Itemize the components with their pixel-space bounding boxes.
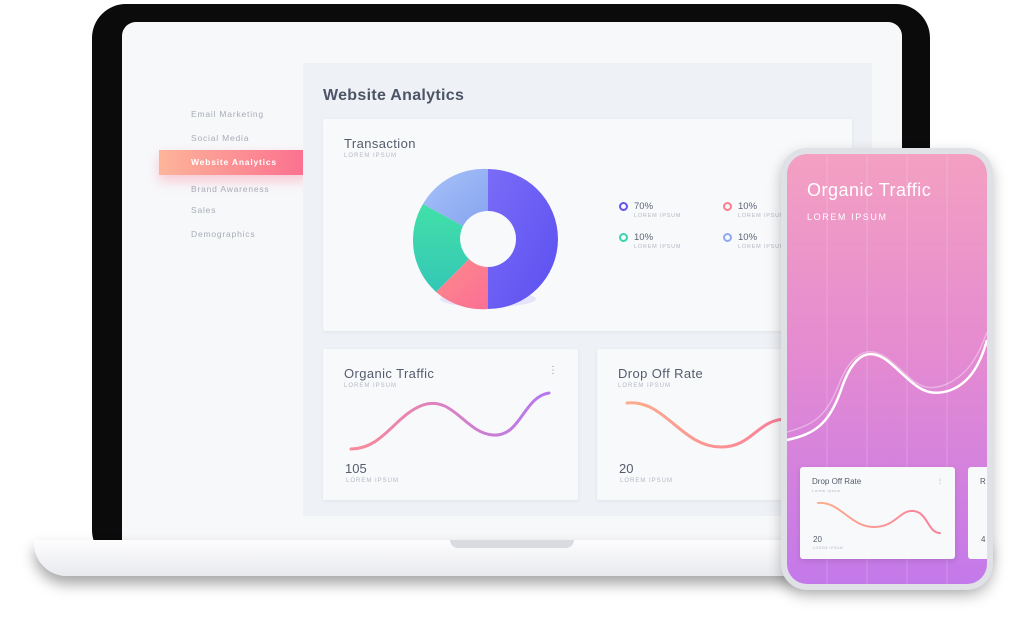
metric-value: 105 [345, 461, 367, 476]
sidebar-item-demographics[interactable]: Demographics [191, 229, 256, 239]
phone-secondary-card: R 4 [968, 467, 987, 559]
transaction-card: Transaction LOREM IPSUM [323, 119, 852, 331]
card-title: Drop Off Rate [812, 477, 862, 486]
metric-label: LOREM IPSUM [813, 546, 844, 550]
sidebar-item-sales[interactable]: Sales [191, 205, 217, 215]
metric-value: 20 [813, 535, 822, 544]
organic-traffic-sparkline [349, 391, 551, 451]
legend-item-green: 10% LOREM IPSUM [619, 232, 709, 257]
card-title: Organic Traffic [344, 366, 435, 381]
sidebar-item-website-analytics[interactable]: Website Analytics [159, 150, 308, 175]
card-subtitle: LOREM IPSUM [344, 153, 398, 159]
card-subtitle: LOREM IPSUM [618, 383, 672, 389]
sidebar-item-email-marketing[interactable]: Email Marketing [191, 109, 264, 119]
metric-value: 4 [981, 535, 986, 544]
more-options-icon[interactable]: ⋮ [548, 365, 558, 376]
card-title: R [980, 477, 986, 486]
legend-label: LOREM IPSUM [634, 244, 682, 250]
card-title: Transaction [344, 136, 416, 151]
legend-value: 10% [738, 232, 758, 243]
phone-drop-off-sparkline [817, 501, 941, 534]
legend-label: LOREM IPSUM [738, 213, 786, 219]
drop-off-sparkline [625, 401, 789, 449]
legend-ring-icon [619, 233, 628, 242]
metric-value: 20 [619, 461, 634, 476]
card-subtitle: Lorem ipsum [812, 488, 841, 493]
legend-value: 10% [634, 232, 654, 243]
main-content: Website Analytics Transaction LOREM IPSU… [303, 63, 872, 516]
metric-label: LOREM IPSUM [346, 478, 400, 484]
donut-slice-purple [488, 169, 558, 309]
legend-item-pink: 10% LOREM IPSUM [723, 201, 813, 226]
sidebar-item-social-media[interactable]: Social Media [191, 133, 250, 143]
donut-slice-pink [436, 259, 488, 310]
phone-subtitle: LOREM IPSUM [807, 212, 888, 222]
metric-label: LOREM IPSUM [620, 478, 674, 484]
legend-ring-icon [619, 202, 628, 211]
legend-value: 10% [738, 201, 758, 212]
more-options-icon[interactable]: ⋮ [937, 479, 943, 485]
donut-slice-green [412, 204, 469, 292]
phone-traffic-curve [787, 331, 987, 442]
phone-drop-off-card: Drop Off Rate Lorem ipsum ⋮ 20 LOREM IPS… [800, 467, 955, 559]
card-title: Drop Off Rate [618, 366, 704, 381]
legend-value: 70% [634, 201, 654, 212]
card-subtitle: LOREM IPSUM [344, 383, 398, 389]
sidebar: Email Marketing Social Media Website Ana… [148, 63, 308, 516]
phone-screen: Organic Traffic LOREM IPSUM Drop Off Rat… [787, 154, 987, 584]
donut-slice-blue [423, 168, 488, 226]
legend-label: LOREM IPSUM [738, 244, 786, 250]
donut-chart [412, 168, 558, 310]
dashboard-screen: Email Marketing Social Media Website Ana… [148, 63, 872, 516]
legend-item-purple: 70% LOREM IPSUM [619, 201, 709, 226]
sidebar-item-brand-awareness[interactable]: Brand Awareness [191, 184, 270, 194]
legend-item-blue: 10% LOREM IPSUM [723, 232, 813, 257]
legend-ring-icon [723, 233, 732, 242]
laptop-notch [450, 540, 574, 548]
phone-title: Organic Traffic [807, 180, 932, 200]
phone-frame: Organic Traffic LOREM IPSUM Drop Off Rat… [781, 148, 993, 590]
page-title: Website Analytics [323, 87, 465, 104]
organic-traffic-card: Organic Traffic LOREM IPSUM ⋮ 105 LOREM … [323, 349, 578, 500]
legend-ring-icon [723, 202, 732, 211]
legend-label: LOREM IPSUM [634, 213, 682, 219]
